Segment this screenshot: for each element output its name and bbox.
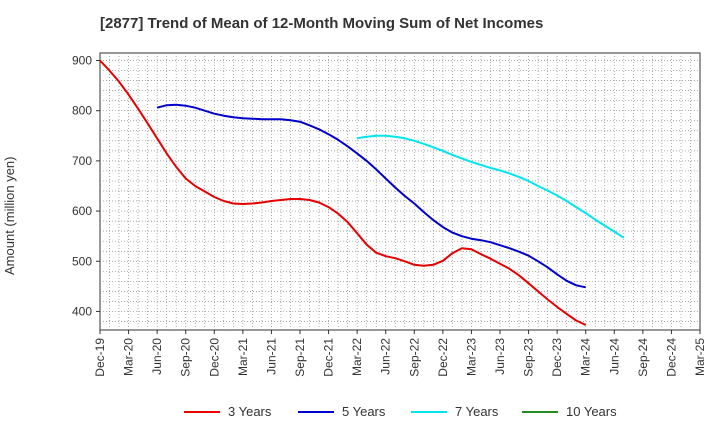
x-tick-label: Mar-21 <box>236 338 250 376</box>
legend-swatch <box>298 410 334 413</box>
y-tick-label: 500 <box>72 254 92 268</box>
y-tick-label: 600 <box>72 204 92 218</box>
legend-label: 7 Years <box>455 404 499 419</box>
y-tick-label: 800 <box>72 104 92 118</box>
x-tick-label: Mar-20 <box>122 338 136 376</box>
x-tick-label: Mar-23 <box>464 338 478 376</box>
x-tick-label: Mar-22 <box>350 338 364 376</box>
x-tick-label: Jun-23 <box>493 338 507 375</box>
series-line-7-years <box>356 134 625 239</box>
legend-swatch <box>522 410 558 413</box>
x-tick-label: Jun-24 <box>607 338 621 375</box>
x-tick-label: Dec-19 <box>93 338 107 377</box>
x-tick-label: Sep-21 <box>293 338 307 377</box>
legend-swatch <box>411 410 447 413</box>
legend-label: 5 Years <box>342 404 386 419</box>
x-tick-label: Jun-22 <box>379 338 393 375</box>
x-tick-label: Dec-24 <box>664 338 678 377</box>
x-tick-label: Mar-24 <box>579 338 593 376</box>
chart-title: [2877] Trend of Mean of 12-Month Moving … <box>100 15 544 32</box>
x-tick-label: Dec-22 <box>436 338 450 377</box>
legend-label: 3 Years <box>228 404 272 419</box>
x-tick-label: Jun-20 <box>150 338 164 375</box>
legend-item-10-years: 10 Years <box>522 404 617 419</box>
legend: 3 Years 5 Years 7 Years 10 Years <box>0 404 720 426</box>
x-tick-label: Jun-21 <box>264 338 278 375</box>
x-tick-label: Mar-25 <box>693 338 707 376</box>
legend-swatch <box>184 410 220 413</box>
legend-label: 10 Years <box>566 404 617 419</box>
x-tick-label: Dec-21 <box>322 338 336 377</box>
y-tick-label: 400 <box>72 304 92 318</box>
y-tick-label: 700 <box>72 154 92 168</box>
series-line-5-years <box>156 103 586 289</box>
x-tick-label: Sep-20 <box>179 338 193 377</box>
x-tick-label: Sep-23 <box>522 338 536 377</box>
legend-item-7-years: 7 Years <box>411 404 498 419</box>
x-tick-label: Dec-23 <box>550 338 564 377</box>
series-line-3-years <box>99 59 587 326</box>
x-tick-label: Dec-20 <box>207 338 221 377</box>
plot-area <box>99 52 701 331</box>
legend-item-3-years: 3 Years <box>184 404 271 419</box>
y-tick-label: 900 <box>72 54 92 68</box>
legend-item-5-years: 5 Years <box>298 404 385 419</box>
x-tick-label: Sep-24 <box>636 338 650 377</box>
x-tick-label: Sep-22 <box>407 338 421 377</box>
